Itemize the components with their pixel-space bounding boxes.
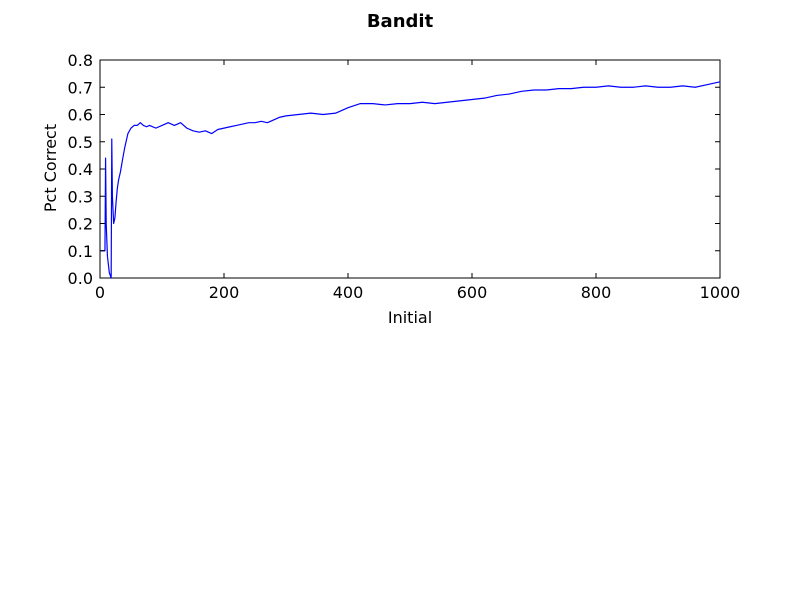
x-tick-label: 0 (95, 283, 105, 302)
series-line-0 (100, 81, 721, 279)
y-tick-label: 0.1 (68, 242, 93, 261)
x-tick-label: 1000 (700, 283, 741, 302)
y-tick-label: 0.2 (68, 215, 93, 234)
y-tick-label: 0.8 (68, 51, 93, 70)
x-tick-label: 800 (581, 283, 612, 302)
plot-area (99, 59, 721, 279)
y-tick-label: 0.7 (68, 78, 93, 97)
chart-title: Bandit (367, 11, 434, 32)
y-tick-label: 0.3 (68, 187, 93, 206)
y-tick-label: 0.0 (68, 269, 93, 288)
x-axis: 0 200 400 600 800 1000 (95, 60, 740, 302)
y-axis: 0.0 0.1 0.2 0.3 0.4 0.5 0.6 0.7 0.8 (68, 51, 720, 288)
y-tick-label: 0.6 (68, 106, 93, 125)
y-axis-label: Pct Correct (41, 124, 60, 212)
plot-frame (99, 59, 721, 279)
x-tick-label: 400 (333, 283, 364, 302)
x-axis-label: Initial (388, 308, 432, 327)
x-tick-label: 200 (209, 283, 240, 302)
x-tick-label: 600 (457, 283, 488, 302)
y-tick-label: 0.5 (68, 133, 93, 152)
y-tick-label: 0.4 (68, 160, 93, 179)
